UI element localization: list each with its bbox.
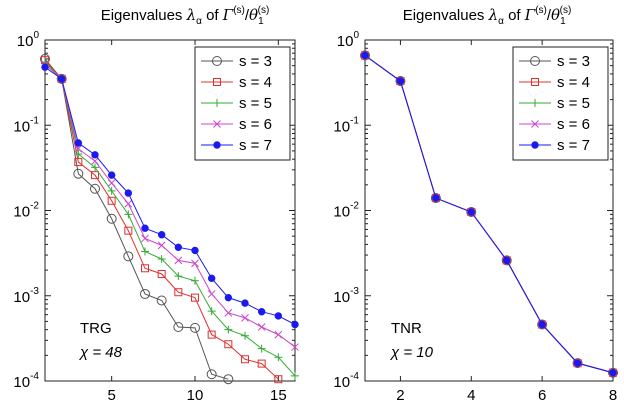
data-point xyxy=(362,52,368,58)
title-left-theta-sup: (s) xyxy=(258,5,270,16)
data-point xyxy=(241,332,249,340)
chart-title-right: Eigenvalues λα of Γ(s)/θ1(s) xyxy=(403,5,572,27)
data-point xyxy=(175,244,181,250)
data-point xyxy=(225,294,231,300)
legend-label: s = 3 xyxy=(557,53,590,70)
data-point xyxy=(58,76,64,82)
data-point xyxy=(258,308,264,314)
data-point xyxy=(208,275,214,281)
title-right-theta-sup: (s) xyxy=(560,5,572,16)
data-point xyxy=(108,180,115,187)
title-left-gamma-sup: (s) xyxy=(233,5,245,16)
x-tick-label: 6 xyxy=(538,387,546,404)
x-tick-label: 8 xyxy=(609,387,617,404)
data-point xyxy=(433,195,439,201)
x-tick-label: 10 xyxy=(187,387,204,404)
x-tick-label: 2 xyxy=(396,387,404,404)
title-left-theta-sub: 1 xyxy=(258,16,264,27)
data-point xyxy=(574,360,580,366)
data-point xyxy=(108,172,114,178)
y-tick-label: 10-4 xyxy=(333,371,359,391)
data-point xyxy=(158,232,164,238)
title-right-gamma-sup: (s) xyxy=(535,5,547,16)
legend-label: s = 4 xyxy=(557,74,590,91)
y-tick-label: 10-1 xyxy=(333,115,359,135)
legend-label: s = 3 xyxy=(239,53,272,70)
data-point xyxy=(292,321,298,327)
title-left-of: of xyxy=(202,7,223,24)
legend-label: s = 7 xyxy=(557,137,590,154)
title-left-gamma: Γ xyxy=(222,6,234,24)
data-point xyxy=(108,187,116,195)
data-point xyxy=(124,210,132,218)
legend-label: s = 7 xyxy=(239,137,272,154)
data-point xyxy=(258,323,265,330)
annotation-method-left: TRG xyxy=(80,320,112,337)
data-point xyxy=(142,235,149,242)
legend-label: s = 5 xyxy=(557,95,590,112)
data-point xyxy=(142,225,148,231)
y-tick-label: 100 xyxy=(337,30,360,50)
data-point xyxy=(42,64,48,70)
data-point xyxy=(125,200,132,207)
title-right-gamma: Γ xyxy=(524,6,536,24)
panel-right: Eigenvalues λα of Γ(s)/θ1(s) 2 4 6 8 100 10-1… xyxy=(333,5,617,404)
data-point xyxy=(242,314,249,321)
y-tick-label: 10-2 xyxy=(333,201,359,221)
legend-label: s = 6 xyxy=(239,116,272,133)
legend-label: s = 5 xyxy=(239,95,272,112)
data-point xyxy=(258,345,266,353)
title-right-prefix: Eigenvalues xyxy=(403,7,489,24)
legend-marker xyxy=(532,142,538,148)
y-tick-label: 10-3 xyxy=(13,286,39,306)
data-point xyxy=(141,248,149,256)
chart-title-left: Eigenvalues λα of Γ(s)/θ1(s) xyxy=(101,5,270,27)
title-right-of: of xyxy=(504,7,525,24)
title-left-lambda: λ xyxy=(186,6,197,24)
data-point xyxy=(125,190,131,196)
legend-label: s = 6 xyxy=(557,116,590,133)
data-point xyxy=(208,290,215,297)
y-tick-label: 10-1 xyxy=(13,115,39,135)
title-right-theta-sub: 1 xyxy=(560,16,566,27)
data-point xyxy=(225,309,232,316)
legend-right: s = 3 s = 4 s = 5 s = 6 s = 7 xyxy=(513,47,608,160)
title-right-lambda: λ xyxy=(488,6,499,24)
legend-marker xyxy=(214,142,220,148)
data-point xyxy=(92,152,98,158)
annotation-chi-left: χ = 48 xyxy=(78,344,123,361)
x-tick-label: 5 xyxy=(107,387,115,404)
title-left-prefix: Eigenvalues xyxy=(101,7,187,24)
data-point xyxy=(192,247,198,253)
data-point xyxy=(158,242,165,249)
panel-left: Eigenvalues λα of Γ(s)/θ1(s) 5 10 15 100 10-… xyxy=(13,5,299,404)
data-point xyxy=(610,370,616,376)
data-point xyxy=(242,300,248,306)
x-tick-label: 15 xyxy=(270,387,287,404)
data-point xyxy=(504,257,510,263)
data-point xyxy=(468,209,474,215)
legend-label: s = 4 xyxy=(239,74,272,91)
data-point xyxy=(275,331,282,338)
data-point xyxy=(275,313,281,319)
annotation-method-right: TNR xyxy=(391,320,422,337)
x-tick-label: 4 xyxy=(467,387,475,404)
data-point xyxy=(191,277,199,285)
data-point xyxy=(75,140,81,146)
annotation-chi-right: χ = 10 xyxy=(389,344,434,361)
data-point xyxy=(397,78,403,84)
y-tick-label: 10-2 xyxy=(13,201,39,221)
y-tick-label: 10-4 xyxy=(13,371,39,391)
y-tick-label: 10-3 xyxy=(333,286,359,306)
legend-left: s = 3 s = 4 s = 5 s = 6 s = 7 xyxy=(195,47,290,160)
y-tick-label: 100 xyxy=(17,30,40,50)
data-point xyxy=(539,321,545,327)
